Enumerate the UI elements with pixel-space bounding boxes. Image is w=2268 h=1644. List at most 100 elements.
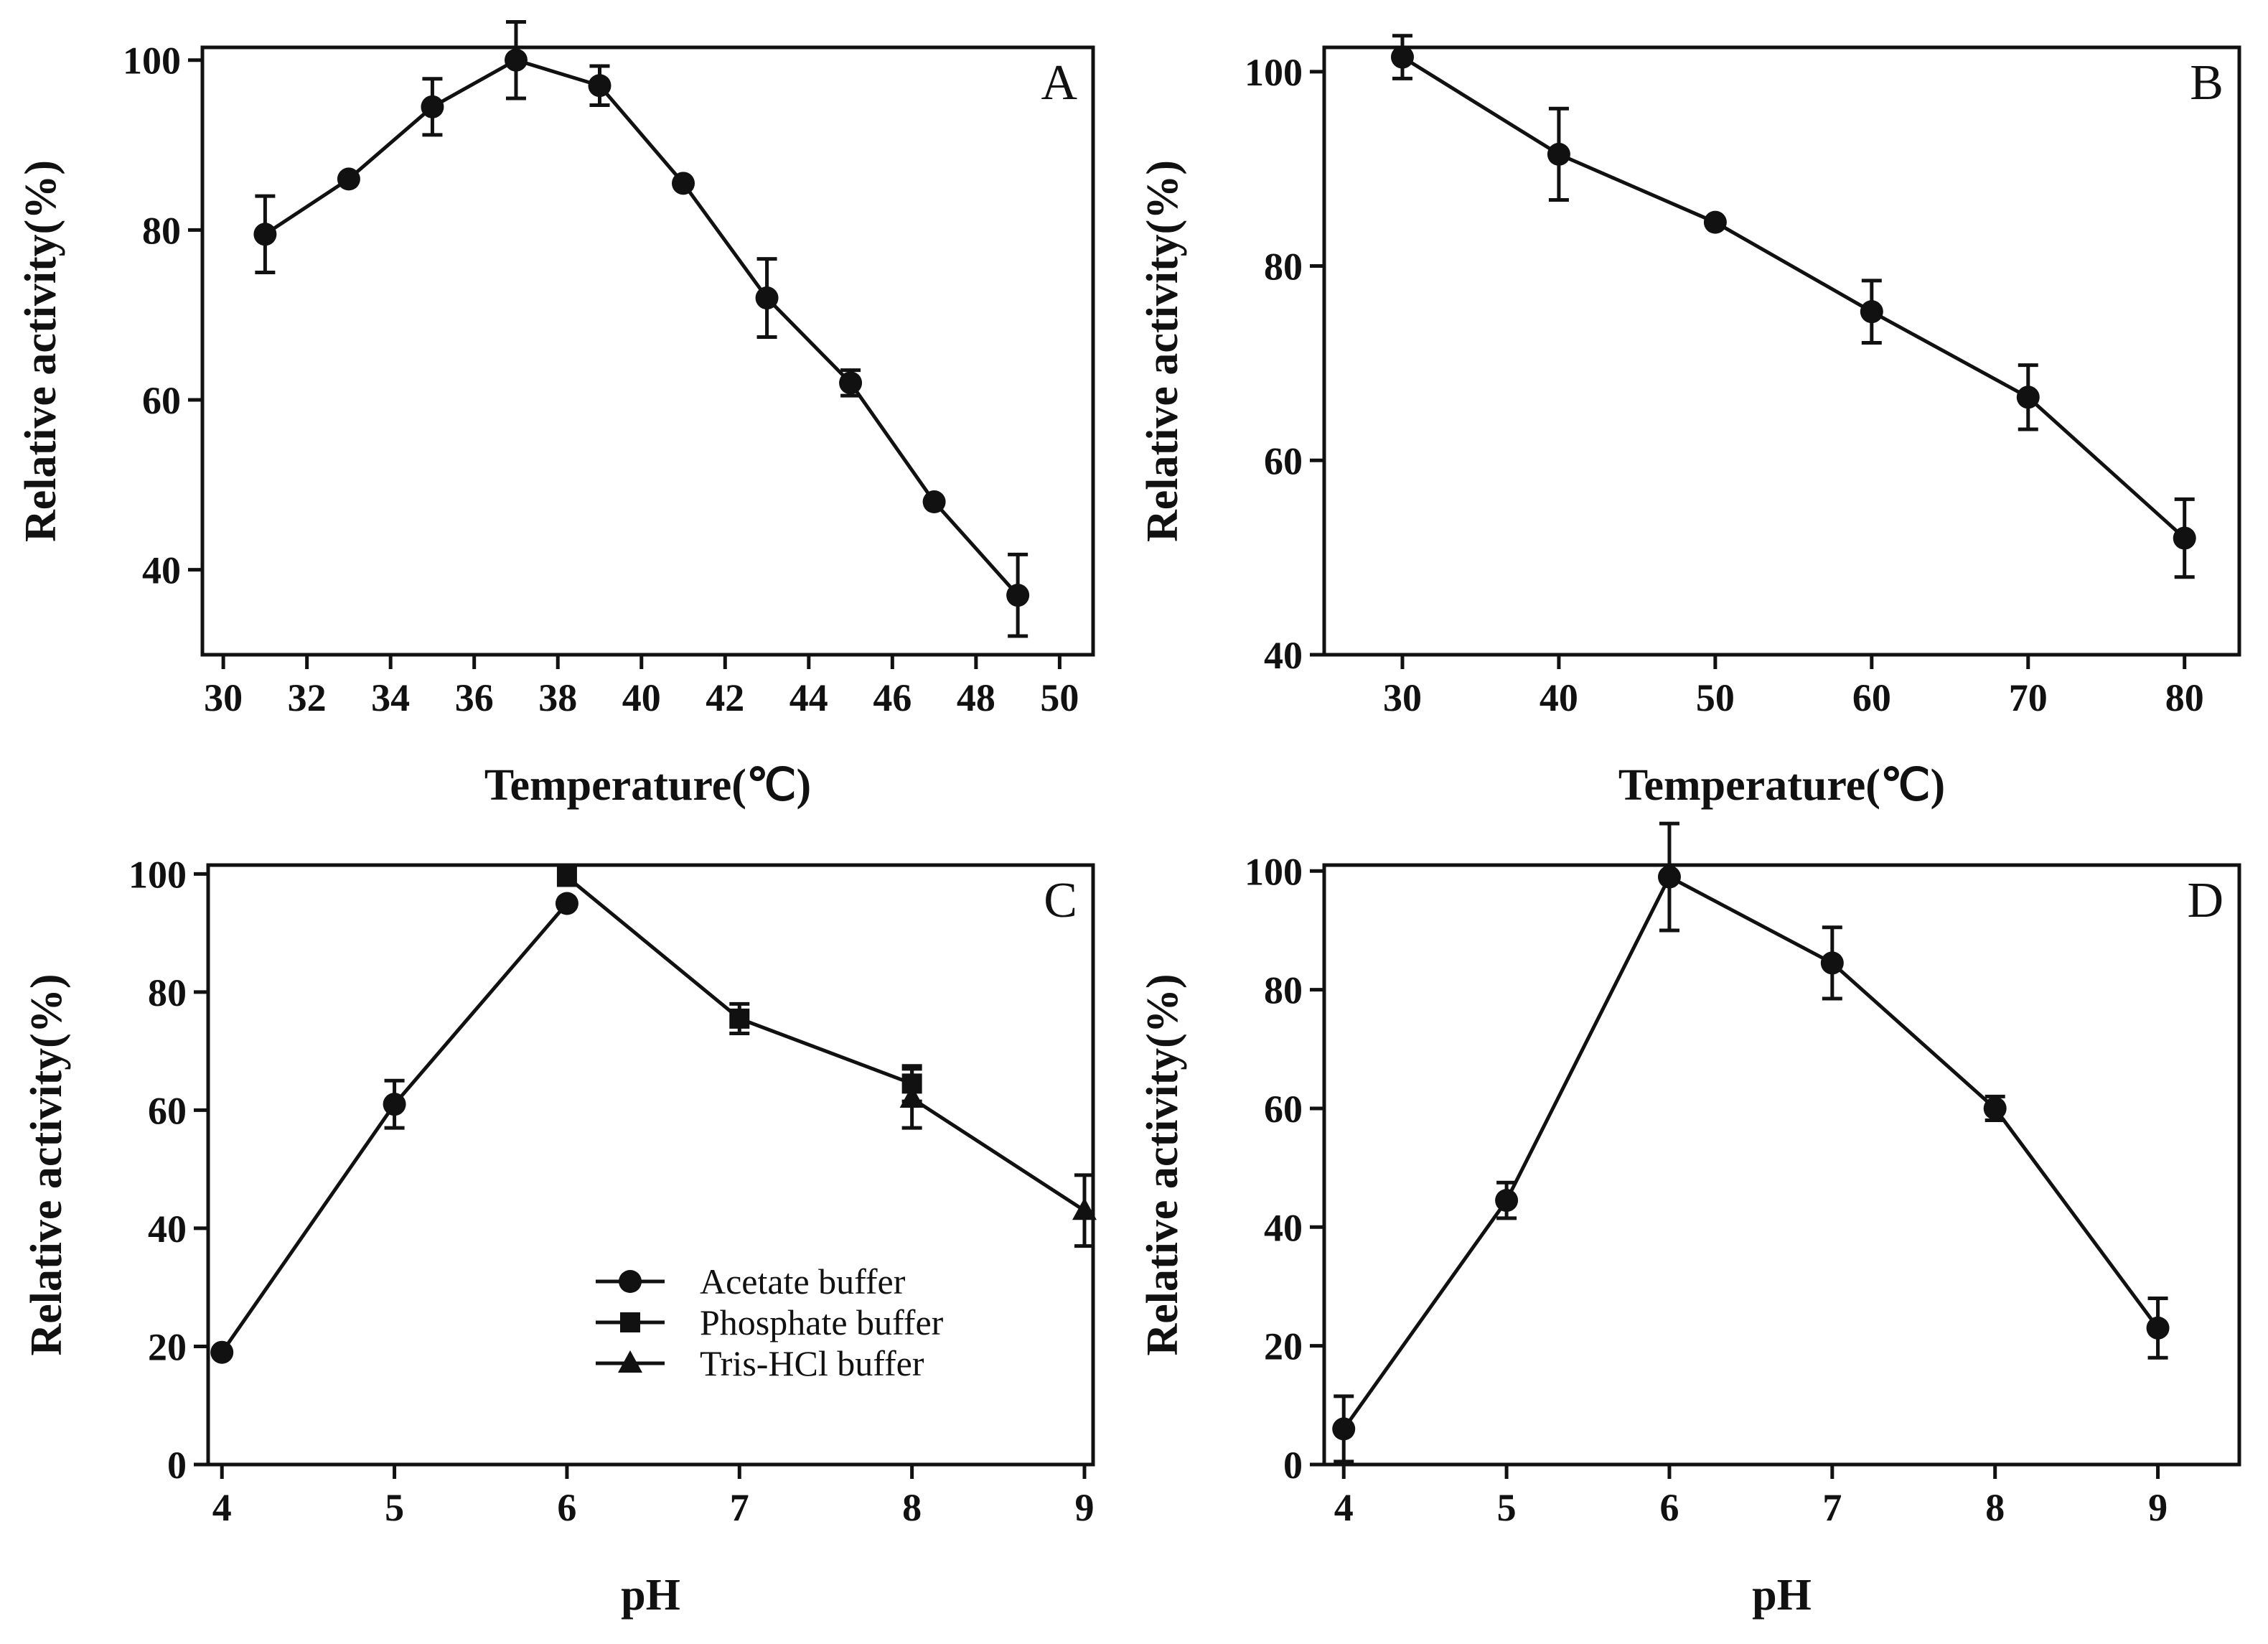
x-tick-label: 34 <box>371 676 410 719</box>
y-tick-label: 40 <box>142 549 181 592</box>
data-point <box>2173 526 2196 550</box>
x-tick-label: 8 <box>902 1486 922 1529</box>
series-line <box>911 1096 1086 1213</box>
x-axis-title: pH <box>621 1571 680 1620</box>
x-tick-label: 9 <box>1074 1486 1094 1529</box>
panel-D: 4 5 6 7 8 9 0 20 40 60 80 100 pH Relative activity(%)… <box>1138 821 2241 1620</box>
series-line <box>1342 874 2160 1430</box>
panel-label: C <box>1044 873 1077 928</box>
y-tick-label: 80 <box>142 209 181 252</box>
data-point <box>588 74 611 98</box>
legend-marker <box>620 1312 640 1332</box>
data-point <box>1657 865 1681 889</box>
data-point <box>421 95 444 118</box>
x-tick-label: 44 <box>789 676 828 719</box>
x-tick-label: 7 <box>730 1486 749 1529</box>
y-tick-label: 20 <box>1264 1325 1303 1368</box>
series-line <box>566 875 913 1085</box>
legend-marker <box>618 1350 642 1373</box>
y-axis-title: Relative activity(%) <box>17 160 65 542</box>
legend-label: Acetate buffer <box>700 1261 906 1302</box>
data-point <box>1072 1197 1097 1220</box>
y-tick-label: 60 <box>142 379 181 422</box>
data-point <box>556 867 577 887</box>
x-tick-label: 38 <box>538 676 577 719</box>
x-tick-label: 6 <box>1659 1486 1679 1529</box>
y-tick-label: 40 <box>148 1208 187 1251</box>
x-tick-label: 4 <box>212 1486 232 1529</box>
data-point <box>729 1008 750 1029</box>
panel-C: 4 5 6 7 8 9 0 20 40 60 80 100 pH Relative activity(%)… <box>22 853 1097 1620</box>
data-point <box>1703 210 1727 234</box>
x-tick-label: 48 <box>957 676 995 719</box>
data-point <box>1495 1189 1519 1213</box>
data-point <box>1820 951 1844 975</box>
y-tick-label: 0 <box>167 1444 187 1487</box>
data-point <box>383 1093 406 1116</box>
series-line <box>264 58 1019 597</box>
panel-A: 30 32 34 36 38 40 42 44 46 48 50 40 60 80 100 Temperatu… <box>17 20 1095 810</box>
data-point <box>755 286 779 310</box>
plot-frame <box>200 45 1095 657</box>
x-tick-label: 40 <box>622 676 661 719</box>
data-point <box>2146 1316 2170 1340</box>
x-tick-label: 30 <box>204 676 243 719</box>
data-point <box>672 172 695 195</box>
x-tick-label: 42 <box>706 676 744 719</box>
x-tick-label: 9 <box>2148 1486 2168 1529</box>
y-tick-label: 100 <box>123 39 181 83</box>
plot-frame <box>1322 45 2241 657</box>
y-axis-title: Relative activity(%) <box>1138 974 1187 1356</box>
x-tick-label: 4 <box>1334 1486 1354 1529</box>
data-point <box>2016 386 2040 409</box>
y-tick-label: 20 <box>148 1325 187 1368</box>
y-axis-title: Relative activity(%) <box>22 974 71 1356</box>
x-tick-label: 8 <box>1985 1486 2005 1529</box>
y-tick-label: 40 <box>1264 1206 1303 1249</box>
data-point <box>504 48 528 72</box>
x-tick-label: 70 <box>2009 676 2048 719</box>
x-tick-label: 36 <box>455 676 494 719</box>
x-axis-title: Temperature(℃) <box>1618 761 1945 810</box>
x-tick-label: 46 <box>873 676 912 719</box>
data-point <box>1860 300 1883 324</box>
y-tick-label: 80 <box>1264 246 1303 289</box>
y-tick-label: 60 <box>1264 439 1303 482</box>
data-point <box>210 1340 234 1364</box>
x-tick-label: 30 <box>1383 676 1422 719</box>
y-tick-label: 0 <box>1283 1444 1303 1487</box>
y-tick-label: 80 <box>148 971 187 1014</box>
y-tick-label: 100 <box>128 853 187 896</box>
x-tick-label: 5 <box>1497 1486 1517 1529</box>
x-tick-label: 40 <box>1540 676 1578 719</box>
x-axis-title: pH <box>1752 1571 1812 1620</box>
x-tick-label: 6 <box>557 1486 576 1529</box>
data-point <box>1006 584 1030 607</box>
legend-label: Tris-HCl buffer <box>700 1343 924 1383</box>
legend-marker <box>619 1270 642 1293</box>
y-tick-label: 40 <box>1264 634 1303 677</box>
x-tick-label: 50 <box>1696 676 1735 719</box>
data-point <box>1983 1096 2007 1120</box>
x-axis-title: Temperature(℃) <box>484 761 811 810</box>
data-point <box>253 223 277 246</box>
data-point <box>337 167 360 191</box>
data-point <box>922 490 946 514</box>
legend-label: Phosphate buffer <box>700 1302 944 1342</box>
data-point <box>555 892 578 915</box>
x-tick-label: 50 <box>1040 676 1079 719</box>
y-tick-label: 100 <box>1245 850 1303 893</box>
plot-frame <box>1322 863 2241 1467</box>
data-point <box>1390 45 1414 69</box>
x-tick-label: 60 <box>1852 676 1891 719</box>
y-tick-label: 80 <box>1264 969 1303 1012</box>
panel-B: 30 40 50 60 70 80 40 60 80 100 Temperature(℃) Relat… <box>1138 34 2241 810</box>
data-point <box>839 371 863 395</box>
panel-label: A <box>1041 55 1077 111</box>
x-tick-label: 32 <box>288 676 327 719</box>
series-line <box>1401 55 2186 540</box>
y-tick-label: 60 <box>148 1089 187 1132</box>
panel-label: D <box>2187 873 2224 928</box>
data-point <box>1332 1417 1356 1441</box>
